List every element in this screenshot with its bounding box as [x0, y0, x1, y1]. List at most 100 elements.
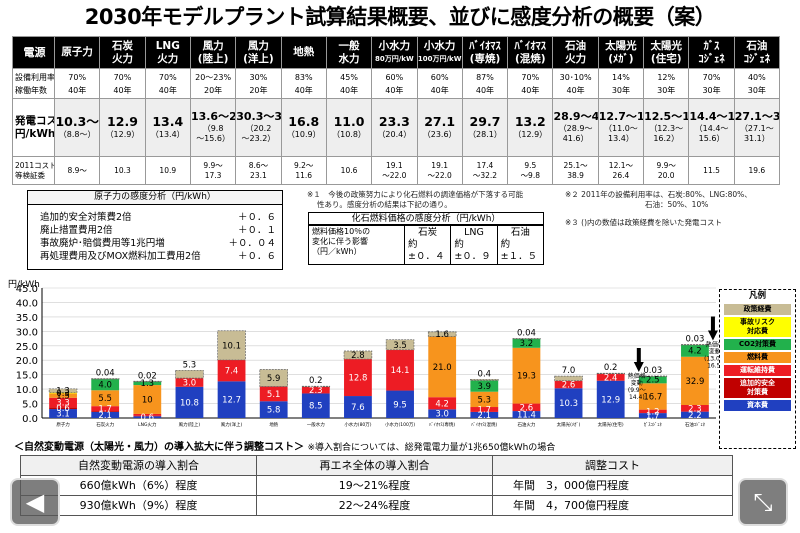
util-line: 60%	[385, 72, 404, 82]
data-label: 2.8	[351, 351, 365, 361]
bar-policy	[259, 369, 288, 387]
data-label: 3.1	[56, 410, 70, 420]
source-name-line: 石油	[746, 39, 768, 52]
cost-value: 27.1～31.1	[734, 110, 780, 124]
data-label: 3.3	[56, 399, 70, 409]
cell-util: 60% 40年	[416, 68, 463, 99]
verify-line: 19.6	[748, 165, 766, 175]
data-label: 2.6	[520, 403, 534, 413]
bar-co2	[512, 338, 541, 348]
source-name-line: 水力	[338, 52, 360, 65]
nuclear-sensitivity-row: 追加的安全対策費2倍 ＋０．６	[28, 211, 282, 224]
cell-cost: 13.6～21.5（9.8～15.6）	[189, 98, 237, 157]
cell-cost: 30.3～34.7（20.2～23.2）	[235, 98, 282, 157]
bar-capital	[175, 386, 204, 418]
data-label: 12.8	[348, 374, 367, 384]
bar-fuel	[133, 385, 162, 414]
note-2: ※２ 2011年の設備利用率は、石炭:80%、LNG:80%、 石油：50%、1…	[565, 190, 795, 210]
adjust-header-cell: 再エネ全体の導入割合	[256, 455, 493, 476]
data-label: 4.0	[98, 380, 112, 390]
cost-table: 電源 原子力 石炭 火力 LNG 火力 風力 (陸上) 風力 (洋上) 地熱 一般 水力 小水力 80万円/…	[12, 36, 781, 185]
bar-capital	[259, 401, 288, 418]
cell-cost: 23.3 （20.4）	[371, 98, 418, 157]
cell-header: LNG 火力	[144, 36, 191, 69]
source-name-line: (専焼)	[469, 52, 501, 65]
cell-header: 太陽光 (住宅)	[643, 36, 690, 69]
nuclear-sensitivity-row: 廃止措置費用2倍 ＋０．１	[28, 224, 282, 237]
x-tick-label: 風力(洋上)	[221, 421, 243, 428]
cost-value: 12.9	[107, 114, 138, 130]
x-tick-label: 石炭火力	[96, 421, 114, 428]
bar-om	[681, 405, 709, 412]
bar-om	[91, 406, 120, 412]
cost-sub-line: （8.8～）	[58, 129, 96, 139]
source-name-line: 火力	[157, 52, 179, 65]
note-3: ※３ ()内の数値は政策経費を除いた発電コスト	[565, 218, 723, 227]
data-label: 0.2	[604, 363, 618, 373]
x-tick-label: 一般水力	[307, 421, 325, 428]
x-tick-label: ﾊﾞｲｵﾏｽ(混焼)	[471, 421, 497, 428]
annotation-text: (13.0～	[704, 356, 726, 363]
legend-item-co2: CO2対策費	[724, 339, 791, 350]
note-2-line-2: 石油：50%、10%	[645, 200, 709, 209]
data-label: 5.1	[267, 390, 281, 400]
cost-value: 11.0	[333, 114, 365, 130]
bar-policy	[217, 330, 246, 361]
data-label: 8.5	[309, 402, 323, 412]
cost-sub-line: （20.4）	[377, 129, 412, 139]
bar-policy	[343, 350, 373, 360]
util-line: 30年	[657, 85, 676, 95]
bar-policy	[133, 380, 162, 383]
cell-header: ﾊﾞｲｵﾏｽ (混焼)	[507, 36, 554, 69]
cell-cost: 13.4 （13.4）	[144, 98, 191, 157]
util-line: 40年	[68, 85, 87, 95]
nuclear-sensitivity-box: 原子力の感度分析（円/kWh） 追加的安全対策費2倍 ＋０．６ 廃止措置費用2倍 ＋０…	[27, 190, 283, 270]
fossil-name: LNG	[464, 227, 484, 238]
bar-fuel	[470, 391, 499, 408]
verify-line: 9.9～	[656, 160, 676, 170]
util-line: 12%	[657, 72, 676, 82]
bar-policy	[638, 375, 668, 377]
x-tick-label: 地熱	[269, 421, 278, 428]
previous-page-button[interactable]: ◀	[10, 478, 60, 526]
data-label: 0.6	[56, 404, 70, 414]
cell-header: 地熱	[280, 36, 327, 69]
cell-cost: 13.2 （12.9）	[507, 98, 554, 157]
cell-header: 風力 (陸上)	[189, 36, 237, 69]
cost-value: 12.5～16.4	[644, 110, 689, 124]
data-label: 2.4	[604, 373, 618, 383]
cell-cost: 10.3～ （8.8～）	[53, 98, 101, 157]
cell-verify: 11.5	[688, 156, 735, 185]
cell-verify: 12.1～ 26.4	[597, 156, 645, 185]
y-tick-label: 40.0	[16, 298, 38, 309]
cell-verify: 19.6	[733, 156, 781, 185]
cost-sub-line: （10.8）	[332, 129, 366, 139]
bar-policy	[470, 378, 499, 381]
data-label: 5.3	[183, 360, 197, 370]
cell-header: 石油 火力	[552, 36, 599, 69]
verify-line: 9.2～	[294, 160, 314, 170]
source-name-line: 一般	[338, 39, 360, 52]
util-line: 20年	[249, 85, 268, 95]
cell-util: 70% 40年	[99, 68, 146, 99]
expand-button[interactable]: ⤡	[738, 478, 788, 526]
adjust-cell: 930億kWh（9%）程度	[20, 495, 257, 516]
nuclear-row-value: ＋０．０４	[228, 238, 276, 249]
y-axis-label: 円/kWh	[8, 279, 40, 290]
data-label: 1.5	[56, 392, 70, 402]
source-name-line: 火力	[565, 52, 587, 65]
source-name-line: 太陽光	[605, 39, 637, 52]
data-label: 10	[142, 396, 153, 406]
data-label: 3.2	[520, 339, 534, 349]
verify-line: 8.9～	[67, 165, 87, 175]
data-label: 14.1	[391, 366, 410, 376]
data-label: 2.1	[478, 411, 492, 421]
verify-line: 20.0	[657, 170, 675, 180]
cost-value: 14.4～15.6	[689, 110, 735, 124]
cell-util: 70% 40年	[507, 68, 554, 99]
fossil-name: 石油	[510, 227, 530, 238]
page-title: 2030年モデルプラント試算結果概要、並びに感度分析の概要（案）	[84, 5, 716, 29]
bar-fuel	[428, 336, 457, 398]
data-label: 0.04	[517, 328, 536, 338]
y-tick-label: 0.0	[22, 414, 38, 425]
